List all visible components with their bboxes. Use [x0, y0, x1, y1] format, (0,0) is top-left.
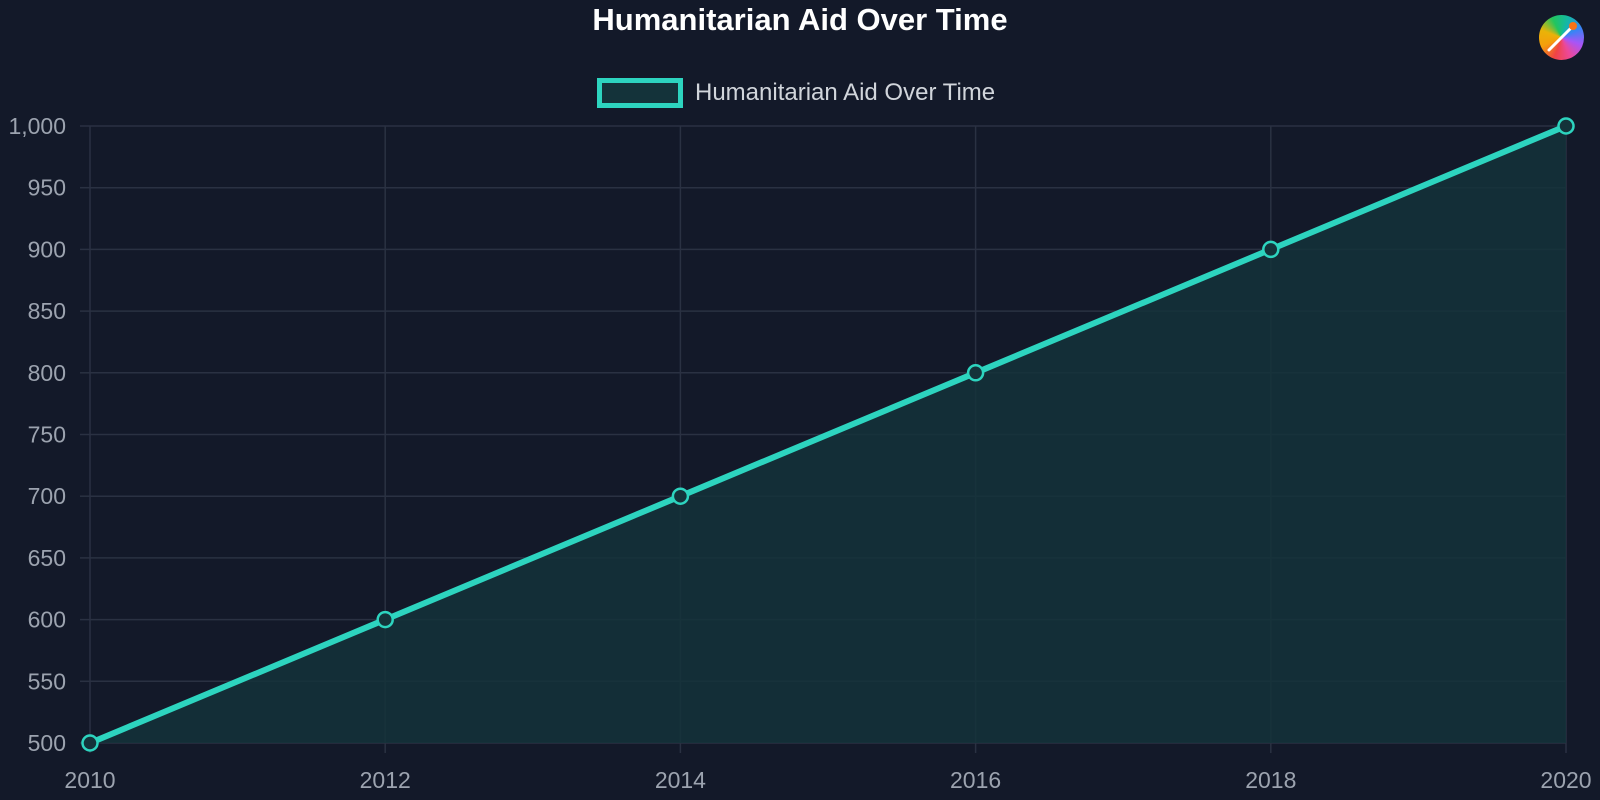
y-tick-label: 550	[28, 668, 66, 694]
series-line	[87, 123, 1569, 746]
chart-title: Humanitarian Aid Over Time	[592, 2, 1008, 37]
legend-label: Humanitarian Aid Over Time	[695, 79, 996, 106]
y-tick-label: 650	[28, 545, 66, 571]
x-tick-label: 2014	[655, 767, 706, 793]
x-tick-label: 2018	[1245, 767, 1296, 793]
legend[interactable]: Humanitarian Aid Over Time	[597, 78, 995, 108]
y-tick-label: 850	[28, 298, 66, 324]
x-tick-label: 2010	[64, 767, 115, 793]
data-points	[81, 117, 1575, 752]
y-axis-ticks: 500 550 600 650 700 750 800 850 900 950 1,000	[8, 113, 66, 756]
y-tick-label: 900	[28, 236, 66, 262]
x-tick-label: 2016	[950, 767, 1001, 793]
data-point	[1262, 240, 1280, 259]
data-point	[376, 610, 394, 629]
palette-brush-logo-icon[interactable]	[1539, 15, 1584, 60]
x-tick-label: 2020	[1540, 767, 1591, 793]
data-point	[966, 364, 985, 382]
y-tick-label: 1,000	[8, 113, 66, 139]
y-tick-label: 950	[28, 175, 66, 201]
x-axis-ticks: 2010 2012 2014 2016 2018 2020	[64, 767, 1591, 793]
legend-swatch	[597, 78, 683, 108]
y-tick-label: 750	[28, 422, 66, 448]
x-tick-label: 2012	[360, 767, 411, 793]
data-point	[1557, 117, 1575, 135]
data-point	[81, 734, 99, 752]
data-point	[671, 487, 690, 505]
y-tick-label: 600	[28, 607, 66, 633]
y-tick-label: 500	[28, 730, 66, 756]
series-line-layer	[87, 123, 1569, 746]
y-tick-label: 700	[28, 483, 66, 509]
y-tick-label: 800	[28, 360, 66, 386]
